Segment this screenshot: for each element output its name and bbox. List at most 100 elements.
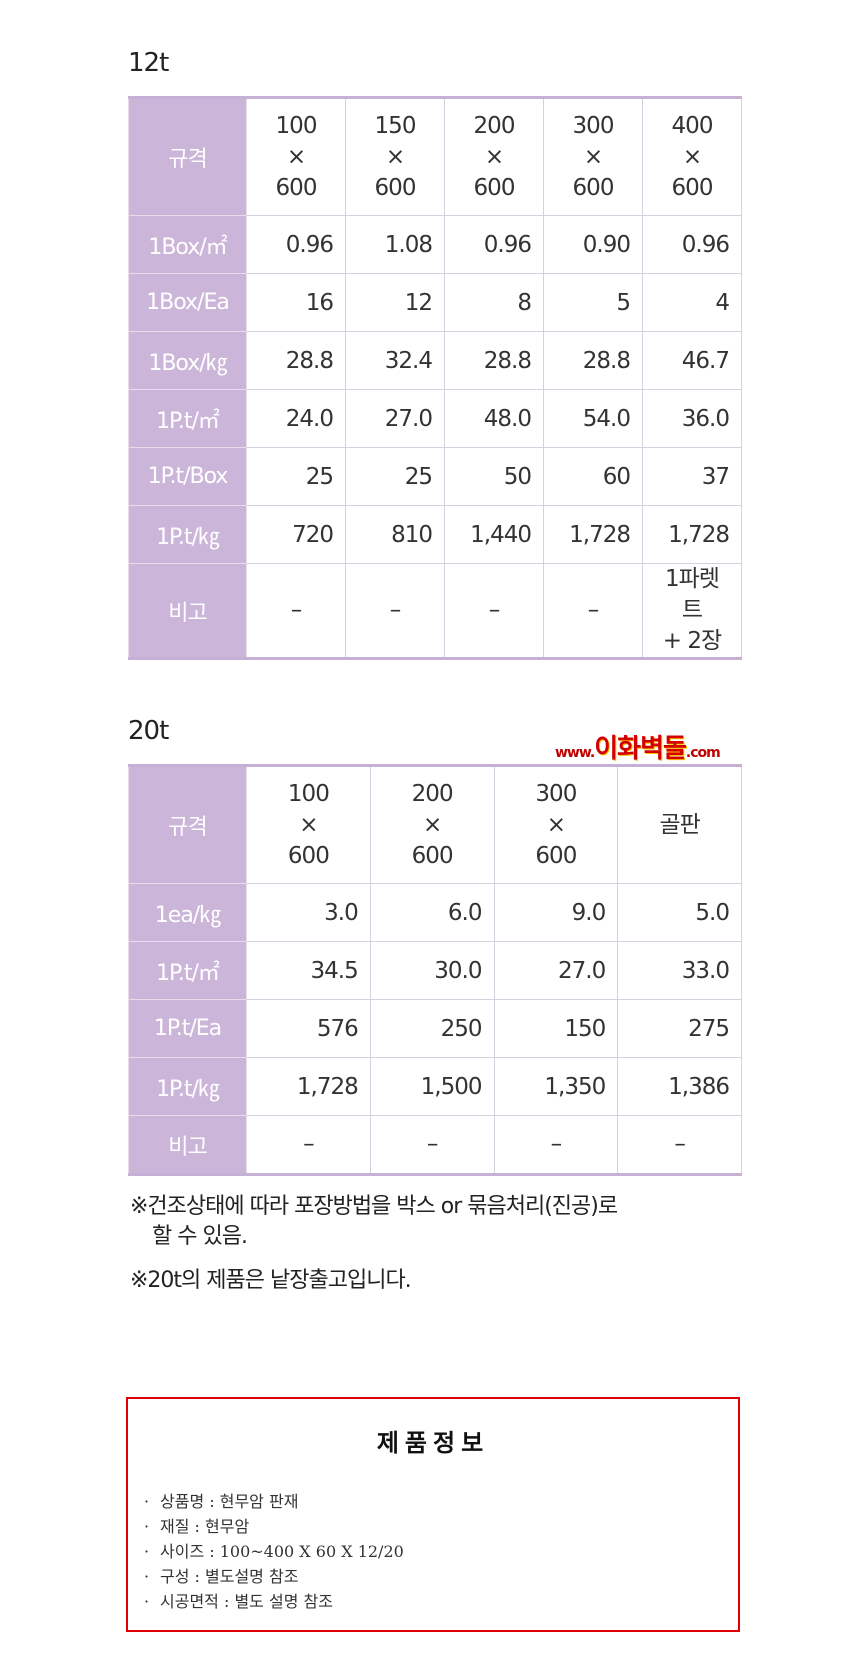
table-cell: 720	[246, 505, 346, 564]
table-cell: 16	[246, 273, 346, 332]
table-row: 1P.t/Box 25 25 50 60 37	[128, 447, 742, 506]
table-cell: 33.0	[617, 941, 742, 1000]
row-label: 1Box/㎏	[128, 331, 247, 390]
table-cell: 275	[617, 999, 742, 1058]
table-cell: 32.4	[345, 331, 445, 390]
spec-table-20t: 규격 100 × 600 200 × 600 300 × 600 골판 1ea/㎏ 3.0 6…	[128, 764, 742, 1176]
product-info-item: 상품명 : 현무암 판재	[144, 1489, 404, 1514]
table-cell: 3.0	[246, 883, 371, 942]
table-cell: –	[444, 563, 544, 659]
column-header: 골판	[617, 765, 742, 884]
table-cell: 60	[543, 447, 643, 506]
table-row: 1Box/Ea 16 12 8 5 4	[128, 273, 742, 332]
table-row: 1P.t/㎏ 720 810 1,440 1,728 1,728	[128, 505, 742, 564]
table-cell: 1파렛트 + 2장	[642, 563, 742, 659]
table-cell: 1,386	[617, 1057, 742, 1116]
header-row: 규격 100 × 600 200 × 600 300 × 600 골판	[128, 765, 742, 884]
column-header: 200 × 600	[369, 765, 495, 884]
table-cell: 28.8	[543, 331, 643, 390]
row-label: 1Box/㎡	[128, 215, 247, 274]
table-cell: 34.5	[246, 941, 371, 1000]
table-cell: 0.96	[246, 215, 346, 274]
table-cell: 150	[493, 999, 619, 1058]
notes: ※건조상태에 따라 포장방법을 박스 or 묶음처리(진공)로 할 수 있음. …	[130, 1190, 618, 1298]
section-title-20t: 20t	[128, 716, 169, 746]
table-row: 1Box/㎏ 28.8 32.4 28.8 28.8 46.7	[128, 331, 742, 390]
table-cell: 30.0	[369, 941, 495, 1000]
table-cell: 0.96	[642, 215, 742, 274]
table-cell: 5.0	[617, 883, 742, 942]
table-row: 1P.t/Ea 576 250 150 275	[128, 999, 742, 1058]
table-cell: 24.0	[246, 389, 346, 448]
product-info-title: 제품정보	[376, 1429, 490, 1457]
product-info-item: 재질 : 현무암	[144, 1514, 404, 1539]
column-header: 400 × 600	[642, 97, 742, 216]
table-cell: 576	[246, 999, 371, 1058]
table-cell: 46.7	[642, 331, 742, 390]
brand-logo: www.이화벽돌.com	[555, 728, 721, 765]
table-row: 1P.t/㎏ 1,728 1,500 1,350 1,386	[128, 1057, 742, 1116]
row-label: 1P.t/㎏	[128, 1057, 247, 1116]
table-row: 1Box/㎡ 0.96 1.08 0.96 0.90 0.96	[128, 215, 742, 274]
table-cell: 54.0	[543, 389, 643, 448]
table-cell: 12	[345, 273, 445, 332]
table-cell: 1,350	[493, 1057, 619, 1116]
column-header: 100 × 600	[246, 765, 371, 884]
table-cell: 5	[543, 273, 643, 332]
table-cell: 250	[369, 999, 495, 1058]
header-row: 규격 100 × 600 150 × 600 200 × 600 300 × 600 40…	[128, 97, 742, 216]
table-cell: 6.0	[369, 883, 495, 942]
table-row: 1P.t/㎡ 34.5 30.0 27.0 33.0	[128, 941, 742, 1000]
logo-name: 이화벽돌	[594, 734, 687, 764]
product-info-box: 제품정보 상품명 : 현무암 판재 재질 : 현무암 사이즈 : 100~400…	[126, 1397, 740, 1632]
table-cell: 1,728	[543, 505, 643, 564]
table-cell: –	[246, 1115, 371, 1175]
product-info-item: 사이즈 : 100~400 X 60 X 12/20	[144, 1539, 404, 1564]
table-cell: 4	[642, 273, 742, 332]
table-cell: 1,728	[246, 1057, 371, 1116]
table-cell: 8	[444, 273, 544, 332]
table-cell: 810	[345, 505, 445, 564]
table-cell: 27.0	[345, 389, 445, 448]
note-packaging-cont: 할 수 있음.	[152, 1224, 248, 1249]
table-cell: 1.08	[345, 215, 445, 274]
table-cell: 1,500	[369, 1057, 495, 1116]
row-label: 1P.t/㎡	[128, 941, 247, 1000]
row-label: 1P.t/㎡	[128, 389, 247, 448]
table-cell: –	[543, 563, 643, 659]
table-row: 1ea/㎏ 3.0 6.0 9.0 5.0	[128, 883, 742, 942]
table-cell: 25	[246, 447, 346, 506]
table-row: 비고 – – – –	[128, 1115, 742, 1175]
product-info-list: 상품명 : 현무암 판재 재질 : 현무암 사이즈 : 100~400 X 60…	[144, 1489, 404, 1614]
table-cell: –	[246, 563, 346, 659]
column-header: 150 × 600	[345, 97, 445, 216]
row-label: 비고	[128, 1115, 247, 1175]
table-cell: 0.90	[543, 215, 643, 274]
table-cell: –	[493, 1115, 619, 1175]
spec-table-12t: 규격 100 × 600 150 × 600 200 × 600 300 × 600 40…	[128, 96, 742, 660]
note-packaging: ※건조상태에 따라 포장방법을 박스 or 묶음처리(진공)로	[130, 1194, 618, 1219]
table-cell: 1,728	[642, 505, 742, 564]
section-title-12t: 12t	[128, 48, 169, 78]
row-label: 규격	[128, 765, 247, 884]
column-header: 200 × 600	[444, 97, 544, 216]
row-label: 1ea/㎏	[128, 883, 247, 942]
table-cell: –	[617, 1115, 742, 1175]
table-cell: 37	[642, 447, 742, 506]
note-20t: ※20t의 제품은 낱장출고입니다.	[130, 1268, 412, 1293]
row-label: 1P.t/Ea	[128, 999, 247, 1058]
table-cell: 0.96	[444, 215, 544, 274]
table-cell: 28.8	[246, 331, 346, 390]
column-header: 300 × 600	[493, 765, 619, 884]
row-label: 비고	[128, 563, 247, 659]
table-cell: –	[369, 1115, 495, 1175]
product-info-item: 구성 : 별도설명 참조	[144, 1564, 404, 1589]
table-row: 1P.t/㎡ 24.0 27.0 48.0 54.0 36.0	[128, 389, 742, 448]
row-label: 규격	[128, 97, 247, 216]
table-cell: 36.0	[642, 389, 742, 448]
row-label: 1Box/Ea	[128, 273, 247, 332]
table-cell: 27.0	[493, 941, 619, 1000]
row-label: 1P.t/Box	[128, 447, 247, 506]
logo-suffix: .com	[685, 745, 721, 761]
logo-prefix: www.	[555, 745, 595, 761]
